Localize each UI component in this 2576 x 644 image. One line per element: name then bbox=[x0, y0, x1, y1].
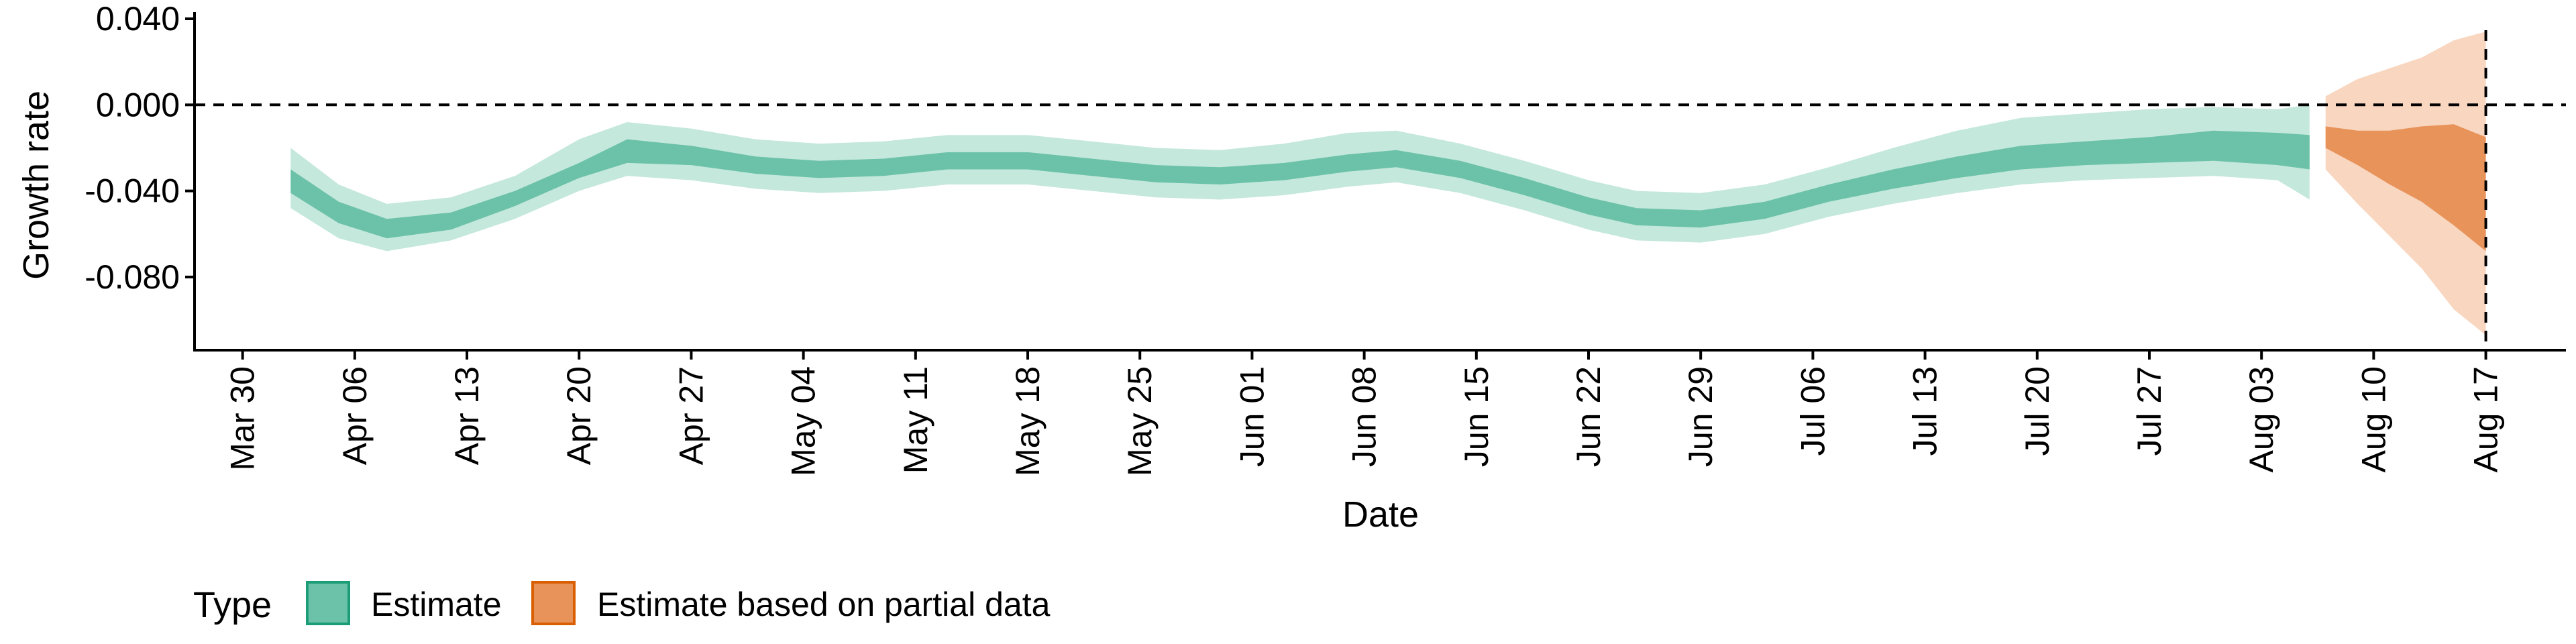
y-tick-label: 0.040 bbox=[96, 0, 180, 38]
legend-label-partial: Estimate based on partial data bbox=[597, 586, 1051, 623]
y-tick-label: -0.080 bbox=[85, 258, 180, 296]
x-tick-label: Jul 13 bbox=[1907, 366, 1944, 455]
x-tick-label: Mar 30 bbox=[224, 366, 262, 471]
legend-title: Type bbox=[193, 585, 272, 625]
x-tick-label: Jun 01 bbox=[1233, 366, 1271, 467]
x-tick-label: May 25 bbox=[1121, 366, 1159, 476]
x-tick-label: Jul 27 bbox=[2131, 366, 2168, 455]
x-tick-label: Apr 13 bbox=[448, 366, 486, 465]
y-tick-label: -0.040 bbox=[85, 172, 180, 210]
legend: Type Estimate Estimate based on partial … bbox=[193, 581, 1051, 625]
x-tick-label: Aug 03 bbox=[2243, 366, 2280, 472]
x-tick-label: Aug 10 bbox=[2355, 366, 2392, 472]
legend-swatch-partial bbox=[531, 581, 576, 625]
x-axis-label: Date bbox=[1342, 494, 1419, 535]
x-tick-label: Jul 06 bbox=[1794, 366, 1831, 455]
partial-inner-band bbox=[2325, 124, 2486, 252]
x-tick-label: May 18 bbox=[1009, 366, 1046, 476]
x-tick-label: Jun 08 bbox=[1346, 366, 1383, 467]
y-axis-label: Growth rate bbox=[16, 91, 56, 280]
estimate-inner-band bbox=[290, 130, 2310, 239]
x-tick-label: Jun 22 bbox=[1570, 366, 1607, 467]
bands-layer bbox=[290, 32, 2486, 335]
x-tick-label: Apr 20 bbox=[560, 366, 598, 465]
x-tick-label: Jul 20 bbox=[2019, 366, 2056, 455]
axes-layer: 0.040 0.000 -0.040 -0.080 Mar 30 Apr 06 Apr 13… bbox=[85, 0, 2566, 476]
x-tick-label: Aug 17 bbox=[2467, 366, 2505, 472]
x-tick-label: May 11 bbox=[897, 366, 934, 474]
x-tick-label: Apr 27 bbox=[672, 366, 710, 465]
x-tick-label: Apr 06 bbox=[336, 366, 374, 465]
legend-label-estimate: Estimate bbox=[371, 586, 502, 623]
x-tick-label: Jun 15 bbox=[1458, 366, 1495, 467]
legend-swatch-estimate bbox=[306, 581, 350, 625]
y-tick-label: 0.000 bbox=[96, 86, 180, 123]
x-tick-label: May 04 bbox=[785, 366, 822, 476]
x-tick-label: Jun 29 bbox=[1682, 366, 1719, 467]
